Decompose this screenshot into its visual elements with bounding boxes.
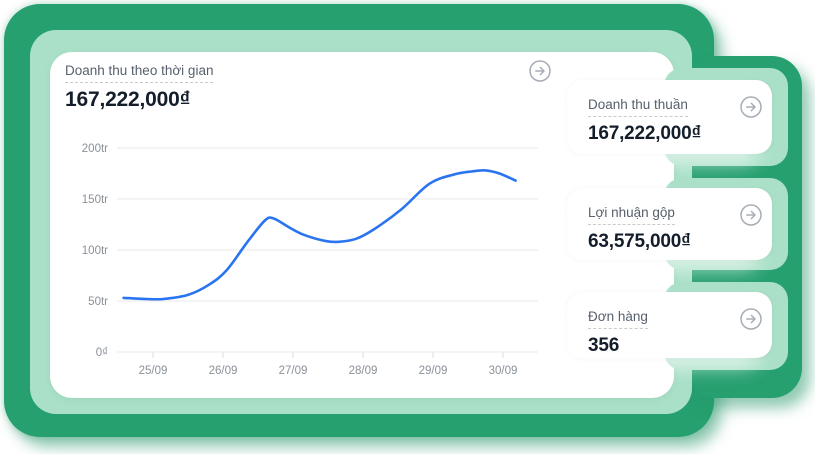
stat-card-value: 167,222,000₫ — [588, 123, 702, 144]
svg-text:30/09: 30/09 — [489, 365, 518, 377]
svg-text:26/09: 26/09 — [209, 365, 238, 377]
arrow-right-circle-icon — [740, 308, 762, 330]
stat-card-net-revenue: Doanh thu thuần 167,222,000₫ — [567, 80, 772, 154]
stat-card-label: Lợi nhuận gộp — [588, 204, 675, 225]
stat-card-value: 356 — [588, 335, 620, 356]
stat-card-label: Doanh thu thuần — [588, 96, 688, 117]
svg-text:0₫: 0₫ — [96, 347, 108, 359]
svg-text:29/09: 29/09 — [419, 365, 448, 377]
arrow-right-circle-icon — [740, 204, 762, 226]
arrow-right-circle-icon — [740, 96, 762, 118]
stat-card-gross-profit: Lợi nhuận gộp 63,575,000₫ — [567, 188, 772, 260]
svg-text:200tr: 200tr — [82, 143, 108, 155]
svg-text:100tr: 100tr — [82, 245, 108, 257]
revenue-line-chart: 200tr 150tr 100tr 50tr 0₫ 25/09 26/09 27/09 28/0… — [82, 143, 538, 377]
chart-total-value: 167,222,000₫ — [65, 88, 191, 111]
chart-title: Doanh thu theo thời gian — [65, 62, 214, 83]
open-revenue-report-button[interactable] — [529, 60, 551, 82]
svg-text:27/09: 27/09 — [279, 365, 308, 377]
open-gross-profit-button[interactable] — [740, 204, 762, 226]
arrow-right-circle-icon — [529, 60, 551, 82]
svg-text:50tr: 50tr — [88, 296, 108, 308]
svg-text:25/09: 25/09 — [139, 365, 168, 377]
stat-card-orders: Đơn hàng 356 — [567, 292, 772, 358]
open-orders-button[interactable] — [740, 308, 762, 330]
stat-card-label: Đơn hàng — [588, 308, 648, 329]
svg-text:150tr: 150tr — [82, 194, 108, 206]
open-net-revenue-button[interactable] — [740, 96, 762, 118]
stat-card-value: 63,575,000₫ — [588, 231, 691, 252]
svg-text:28/09: 28/09 — [349, 365, 378, 377]
